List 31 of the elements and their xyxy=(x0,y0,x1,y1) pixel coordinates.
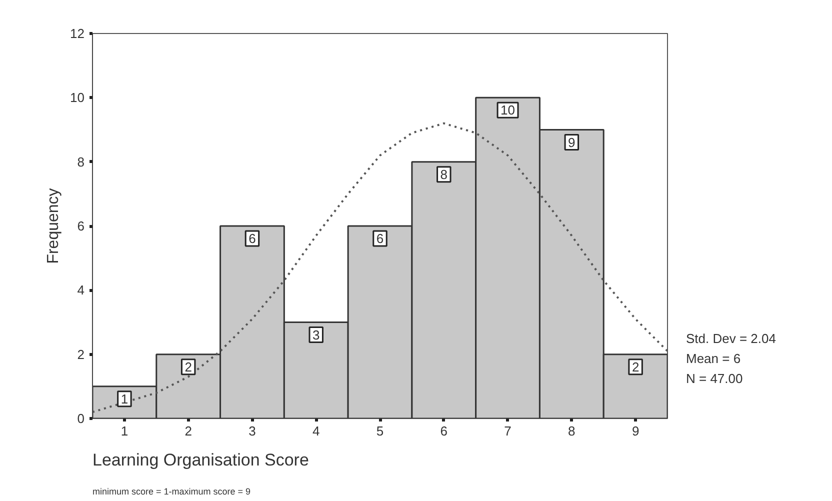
y-tick-label: 0 xyxy=(77,411,85,426)
y-tick-label: 4 xyxy=(77,282,85,298)
x-tick-label: 8 xyxy=(568,424,576,438)
y-tick-label: 10 xyxy=(70,90,85,106)
x-tick-label: 1 xyxy=(120,424,128,438)
text: N = 47.00 xyxy=(686,370,743,388)
x-tick-label: 6 xyxy=(440,424,448,438)
text: minimum score = 1-maximum score = 9 xyxy=(92,486,251,496)
y-tick-label: 2 xyxy=(77,346,85,362)
data-label: 1 xyxy=(120,391,128,406)
y-axis-title: Frequency xyxy=(45,188,62,264)
data-label: 9 xyxy=(568,134,576,150)
data-label: 2 xyxy=(632,359,640,374)
y-tick-label: 6 xyxy=(77,218,85,234)
x-tick-label: 7 xyxy=(504,424,512,438)
x-axis-title: Learning Organisation Score xyxy=(92,450,309,470)
y-tick-label: 12 xyxy=(70,26,85,41)
x-tick-label: 5 xyxy=(376,424,384,438)
data-label: 3 xyxy=(312,327,320,342)
x-tick-label: 4 xyxy=(312,424,320,438)
x-tick-label: 3 xyxy=(248,424,256,438)
data-label: 6 xyxy=(376,231,384,246)
y-tick-label: 8 xyxy=(77,154,85,170)
data-label: 2 xyxy=(184,359,192,374)
x-tick-label: 2 xyxy=(184,424,192,438)
text: Mean = 6 xyxy=(686,350,741,368)
data-label: 8 xyxy=(440,166,448,182)
text: Std. Dev = 2.04 xyxy=(686,330,776,348)
data-label: 6 xyxy=(248,231,256,246)
data-label: 10 xyxy=(500,102,516,118)
x-tick-label: 9 xyxy=(632,424,640,438)
